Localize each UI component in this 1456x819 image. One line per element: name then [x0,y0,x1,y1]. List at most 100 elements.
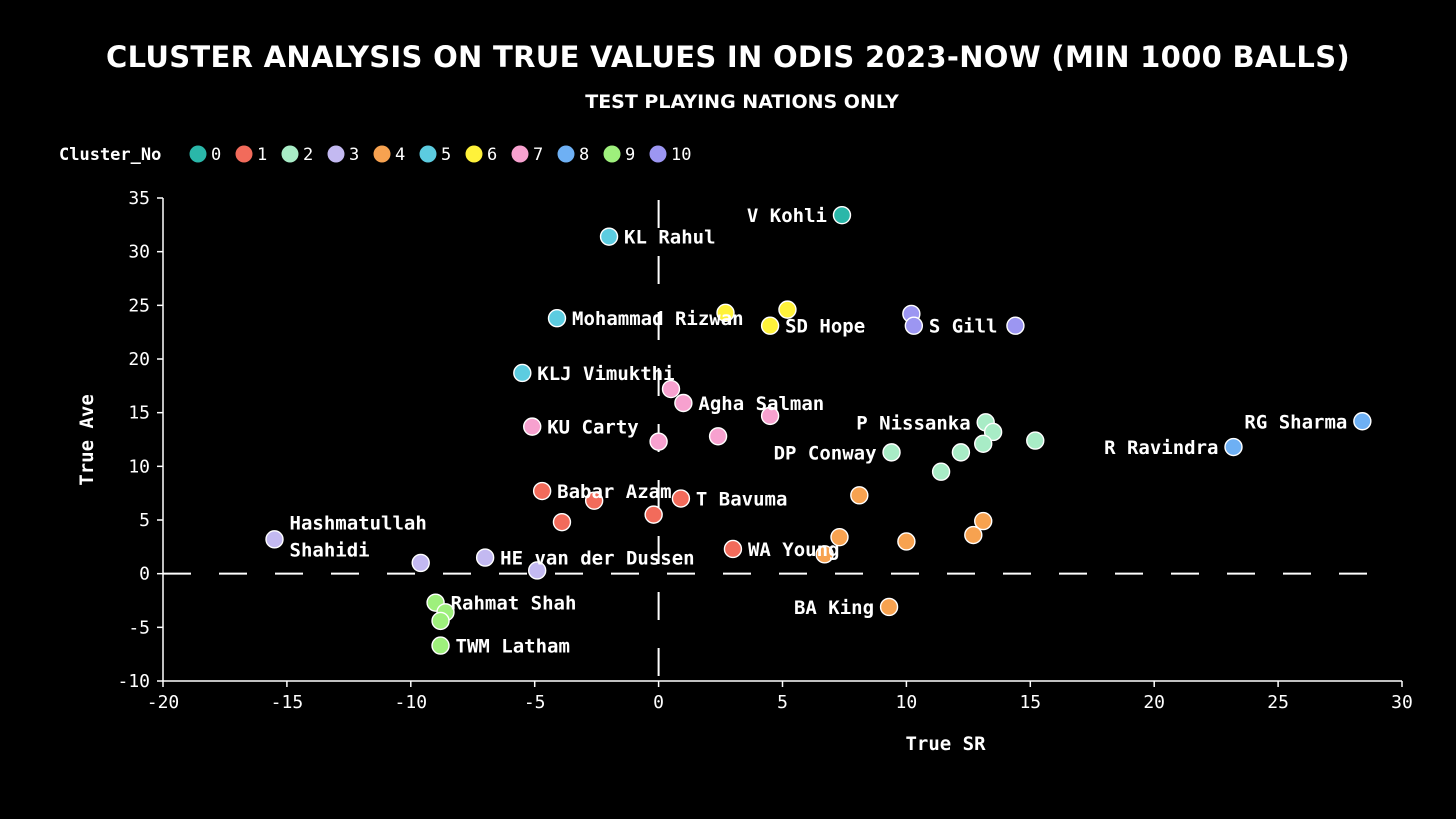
data-point [931,462,951,481]
point-label: SD Hope [785,316,865,338]
y-tick-label: 0 [139,564,150,585]
data-point [815,545,834,564]
x-tick-label: 30 [1391,692,1413,713]
data-point [411,553,430,573]
data-point [964,525,983,545]
point-label: DP Conway [774,442,877,464]
legend-title: Cluster_No [59,145,161,165]
legend-label-7: 7 [533,145,543,165]
data-point [552,512,572,532]
data-point [983,422,1003,442]
point-label: HE van der Dussen [500,548,694,570]
data-point [708,427,728,446]
data-point [951,443,971,462]
legend-swatch-2 [281,145,299,163]
x-tick-label: 5 [777,692,788,713]
point-label: V Kohli [747,205,827,227]
data-point [431,611,450,631]
data-point [830,527,849,547]
point-labels: V Kohli KL Rahul Mohammad Rizwan KLJ Vimukt… [290,205,1348,657]
legend-swatch-8 [557,145,575,163]
data-point [1006,316,1025,335]
data-point [974,434,993,453]
legend-swatch-1 [235,145,253,163]
data-point [897,532,916,551]
data-point [513,363,532,383]
legend-swatch-3 [327,145,345,163]
point-label: KLJ Vimukthi [537,363,674,385]
data-point [527,561,547,580]
data-point [882,443,901,462]
data-point [661,379,681,399]
data-point [1026,431,1045,450]
x-tick-label: 25 [1267,692,1289,713]
data-point [584,491,604,510]
point-label: T Bavuma [696,489,788,511]
data-point [532,481,552,501]
x-tick-label: 20 [1143,692,1165,713]
data-point [1353,412,1372,431]
legend-label-2: 2 [303,145,313,165]
x-tick-label: -20 [147,692,180,713]
data-point [671,489,691,508]
data-point [723,539,743,559]
legend-swatch-9 [603,145,621,163]
y-tick-label: 25 [128,295,150,316]
data-point [760,316,780,335]
point-label: Mohammad Rizwan [572,308,744,330]
y-tick-label: 15 [128,403,150,424]
point-label: BA King [794,597,874,619]
legend-swatch-6 [465,145,483,163]
point-label: R Ravindra [1104,437,1218,459]
x-tick-label: -5 [524,692,546,713]
data-point [674,393,693,413]
point-label: Babar Azam [557,481,671,503]
data-point [265,530,284,549]
data-point [523,417,542,436]
legend-label-10: 10 [671,145,691,165]
legend-label-9: 9 [625,145,635,165]
legend-label-6: 6 [487,145,497,165]
data-point [974,511,993,531]
point-label: KU Carty [547,417,639,439]
legend-label-0: 0 [211,145,221,165]
point-label: RG Sharma [1244,411,1347,433]
legend: Cluster_No 0 1 2 3 4 5 6 7 8 9 10 [59,145,691,165]
y-tick-label: 5 [139,510,150,531]
data-point [850,486,869,505]
x-tick-label: -10 [395,692,428,713]
x-tick-label: 15 [1019,692,1041,713]
axes: -20 -15 -10 -5 0 5 10 15 20 25 30 -10 -5 0 5 10 15 20 25 30… [76,188,1413,755]
y-tick-label: 10 [128,456,150,477]
point-label: Rahmat Shah [451,593,577,615]
data-point [832,205,852,225]
data-point [716,303,735,323]
data-point [879,597,899,617]
y-tick-label: 30 [128,242,150,263]
data-point [475,548,495,567]
y-tick-label: -5 [128,617,150,638]
point-label: P Nissanka [856,412,970,434]
data-point [431,636,450,655]
y-tick-label: 20 [128,349,150,370]
data-point [547,309,567,328]
data-point [904,316,924,335]
legend-swatch-10 [649,145,667,163]
legend-label-4: 4 [395,145,405,165]
data-point [644,505,663,524]
point-label: WA Young [748,539,840,561]
legend-label-5: 5 [441,145,451,165]
data-point [778,300,797,319]
legend-swatch-7 [511,145,529,163]
chart-title: Cluster Analysis on True Values in ODIs … [106,40,1350,74]
y-tick-label: -10 [117,671,150,692]
data-point [649,432,668,451]
point-label: Agha Salman [698,393,824,415]
legend-swatch-0 [189,145,207,163]
legend-label-8: 8 [579,145,589,165]
data-point [599,227,619,246]
legend-swatch-4 [373,145,391,163]
x-tick-label: 10 [896,692,918,713]
x-tick-label: -15 [271,692,304,713]
